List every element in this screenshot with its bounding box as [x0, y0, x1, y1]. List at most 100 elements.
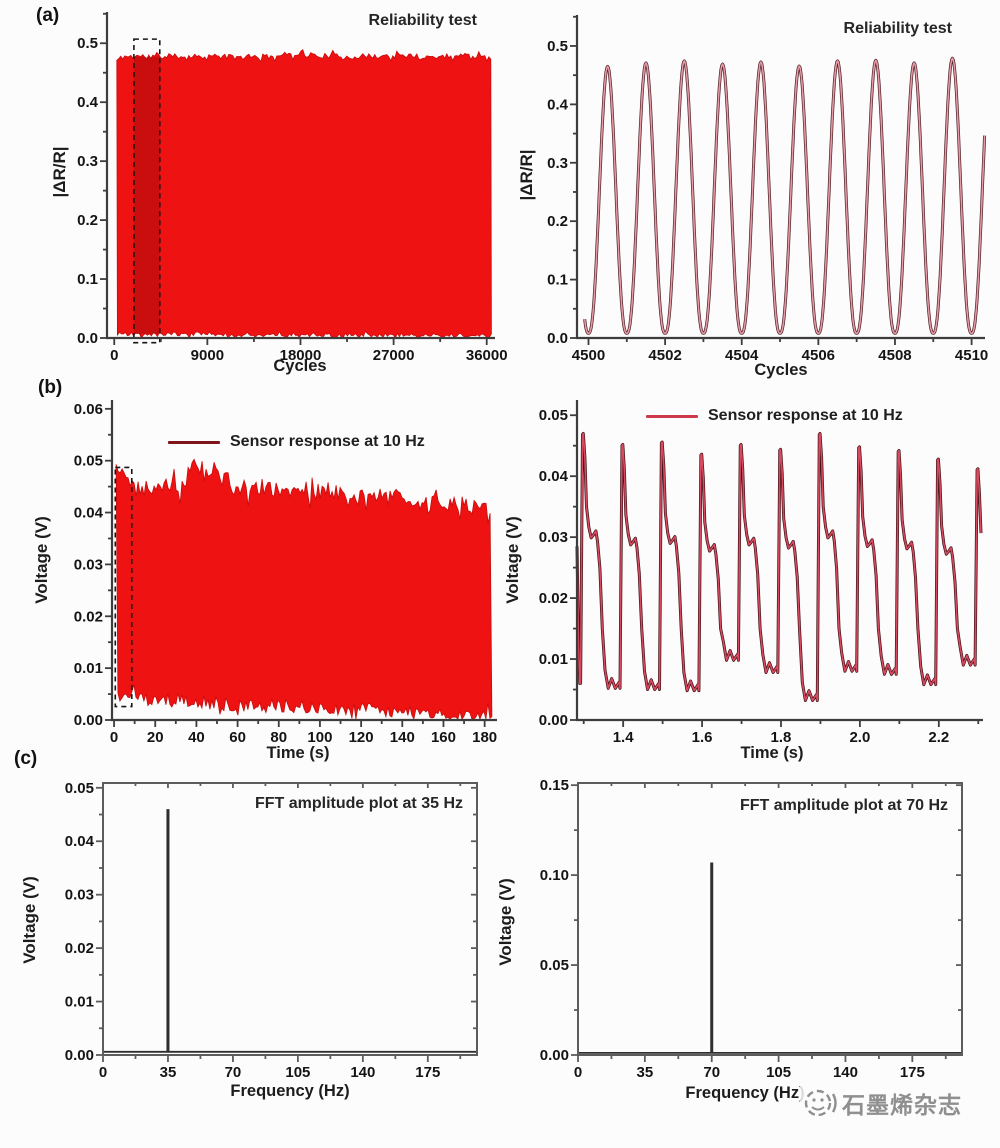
x-tick-label: 27000	[373, 347, 415, 364]
x-tick-label: 105	[766, 1064, 791, 1081]
x-tick-label: 1.8	[771, 729, 792, 746]
plot-box	[577, 782, 963, 1056]
xaxis-title-time-full: Time (s)	[266, 744, 330, 762]
y-tick-label: 0.2	[77, 212, 98, 229]
x-tick-label: 105	[285, 1064, 310, 1081]
y-tick-label: 0.02	[539, 590, 568, 607]
legend-line-crimson-icon	[646, 414, 698, 418]
data-line-inner	[583, 57, 986, 335]
x-tick-label: 40	[188, 729, 205, 746]
x-tick-label: 4510	[955, 347, 988, 364]
x-tick-label: 160	[431, 729, 456, 746]
x-tick-label: 36000	[466, 347, 508, 364]
y-tick-label: 0.15	[540, 777, 569, 794]
x-tick-label: 4508	[878, 347, 911, 364]
chart-sensor-zoom: 1.4 1.6 1.8 2.0 2.2 0.00 0.01 0.02 0.03 0.04 0.05	[539, 400, 983, 746]
chart-fft-35: 0 35 70 105 140 175 0.00 0.01 0.02 0.03 0.04 0.05	[65, 780, 478, 1081]
y-tick-label: 0.03	[539, 529, 568, 546]
y-tick-label: 0.3	[547, 155, 568, 172]
x-tick-label: 140	[350, 1064, 375, 1081]
x-tick-label: 140	[390, 729, 415, 746]
x-tick-label: 100	[307, 729, 332, 746]
y-tick-label: 0.02	[65, 940, 94, 957]
watermark: 石墨烯杂志	[800, 1086, 965, 1120]
plot-box	[102, 782, 478, 1056]
x-tick-label: 80	[270, 729, 287, 746]
x-tick-label: 2.2	[928, 729, 949, 746]
y-tick-label: 0.03	[74, 556, 103, 573]
xaxis-title-cycles-zoom: Cycles	[754, 361, 808, 379]
data-line-inner	[576, 432, 982, 702]
y-tick-label: 0.0	[77, 330, 98, 347]
x-tick-label: 4506	[802, 347, 835, 364]
watermark-text: 石墨烯杂志	[842, 1092, 962, 1118]
y-tick-label: 0.01	[65, 994, 94, 1011]
x-tick-label: 180	[472, 729, 497, 746]
y-tick-label: 0.06	[74, 401, 103, 418]
x-tick-label: 4502	[648, 347, 681, 364]
x-tick-label: 1.6	[692, 729, 713, 746]
x-tick-label: 4504	[725, 347, 759, 364]
zoom-region-box	[133, 38, 161, 344]
data-band	[115, 458, 493, 721]
legend-label: Sensor response at 10 Hz	[708, 407, 903, 424]
zoom-region-shade	[133, 56, 160, 334]
y-tick-label: 0.05	[65, 780, 94, 797]
y-tick-label: 0.03	[65, 887, 94, 904]
y-tick-label: 0.4	[547, 96, 569, 113]
y-tick-label: 0.00	[74, 712, 103, 729]
yaxis-title-voltage-b-right: Voltage (V)	[503, 516, 522, 604]
legend-sensor-response-full: Sensor response at 10 Hz	[168, 433, 425, 451]
y-tick-label: 0.10	[540, 867, 569, 884]
y-tick-label: 0.00	[539, 712, 568, 729]
panel-label-c: (c)	[14, 748, 38, 769]
panel-label-b: (b)	[38, 377, 63, 398]
y-tick-label: 0.0	[547, 330, 568, 347]
y-tick-label: 0.04	[74, 505, 104, 522]
yaxis-title-voltage-c-right: Voltage (V)	[496, 878, 515, 966]
x-tick-label: 175	[900, 1064, 925, 1081]
annotation-reliability-zoom: Reliability test	[843, 20, 952, 37]
yaxis-title-drr-full: |ΔR/R|	[50, 146, 69, 198]
x-tick-label: 0	[110, 729, 118, 746]
y-tick-label: 0.00	[540, 1047, 569, 1064]
x-tick-label: 60	[229, 729, 246, 746]
y-tick-label: 0.01	[539, 651, 568, 668]
xaxis-title-cycles-full: Cycles	[273, 357, 327, 375]
y-tick-label: 0.3	[77, 153, 98, 170]
watermark-logo-icon	[804, 1089, 837, 1117]
annotation-fft-35: FFT amplitude plot at 35 Hz	[254, 795, 463, 812]
x-tick-label: 4500	[572, 347, 605, 364]
chart-reliability-zoom: 4500 4502 4504 4506 4508 4510 0.0 0.1 0.2 0.3 0.4 0…	[547, 15, 988, 364]
x-tick-label: 175	[415, 1064, 440, 1081]
y-tick-label: 0.2	[547, 213, 568, 230]
y-tick-label: 0.5	[547, 38, 568, 55]
x-tick-label: 0	[574, 1064, 582, 1081]
chart-fft-70: 0 35 70 105 140 175 0.00 0.05 0.10 0.15	[540, 777, 963, 1081]
y-tick-label: 0.4	[77, 94, 99, 111]
legend-line-dark-icon	[168, 440, 220, 444]
x-tick-label: 70	[703, 1064, 720, 1081]
panel-label-a: (a)	[36, 5, 60, 26]
x-tick-label: 1.4	[613, 729, 635, 746]
yaxis-title-voltage-c-left: Voltage (V)	[20, 876, 39, 964]
data-band	[116, 49, 492, 339]
x-tick-label: 20	[147, 729, 164, 746]
chart-sensor-full: 0 20 40 60 80 100 120 140 160 180 0.00 0.01 0.02 0.03…	[74, 400, 497, 746]
y-tick-label: 0.1	[547, 272, 568, 289]
y-tick-label: 0.05	[74, 453, 103, 470]
x-tick-label: 35	[160, 1064, 177, 1081]
x-tick-label: 0	[99, 1064, 107, 1081]
legend-label: Sensor response at 10 Hz	[230, 433, 425, 450]
y-tick-label: 0.1	[77, 271, 98, 288]
x-tick-label: 70	[225, 1064, 242, 1081]
x-tick-label: 35	[637, 1064, 654, 1081]
annotation-reliability-full: Reliability test	[368, 12, 477, 29]
y-tick-label: 0.02	[74, 608, 103, 625]
yaxis-title-drr-zoom: |ΔR/R|	[517, 149, 536, 201]
legend-sensor-response-zoom: Sensor response at 10 Hz	[646, 407, 903, 425]
y-tick-label: 0.01	[74, 660, 103, 677]
yaxis-title-voltage-b-left: Voltage (V)	[32, 516, 51, 604]
